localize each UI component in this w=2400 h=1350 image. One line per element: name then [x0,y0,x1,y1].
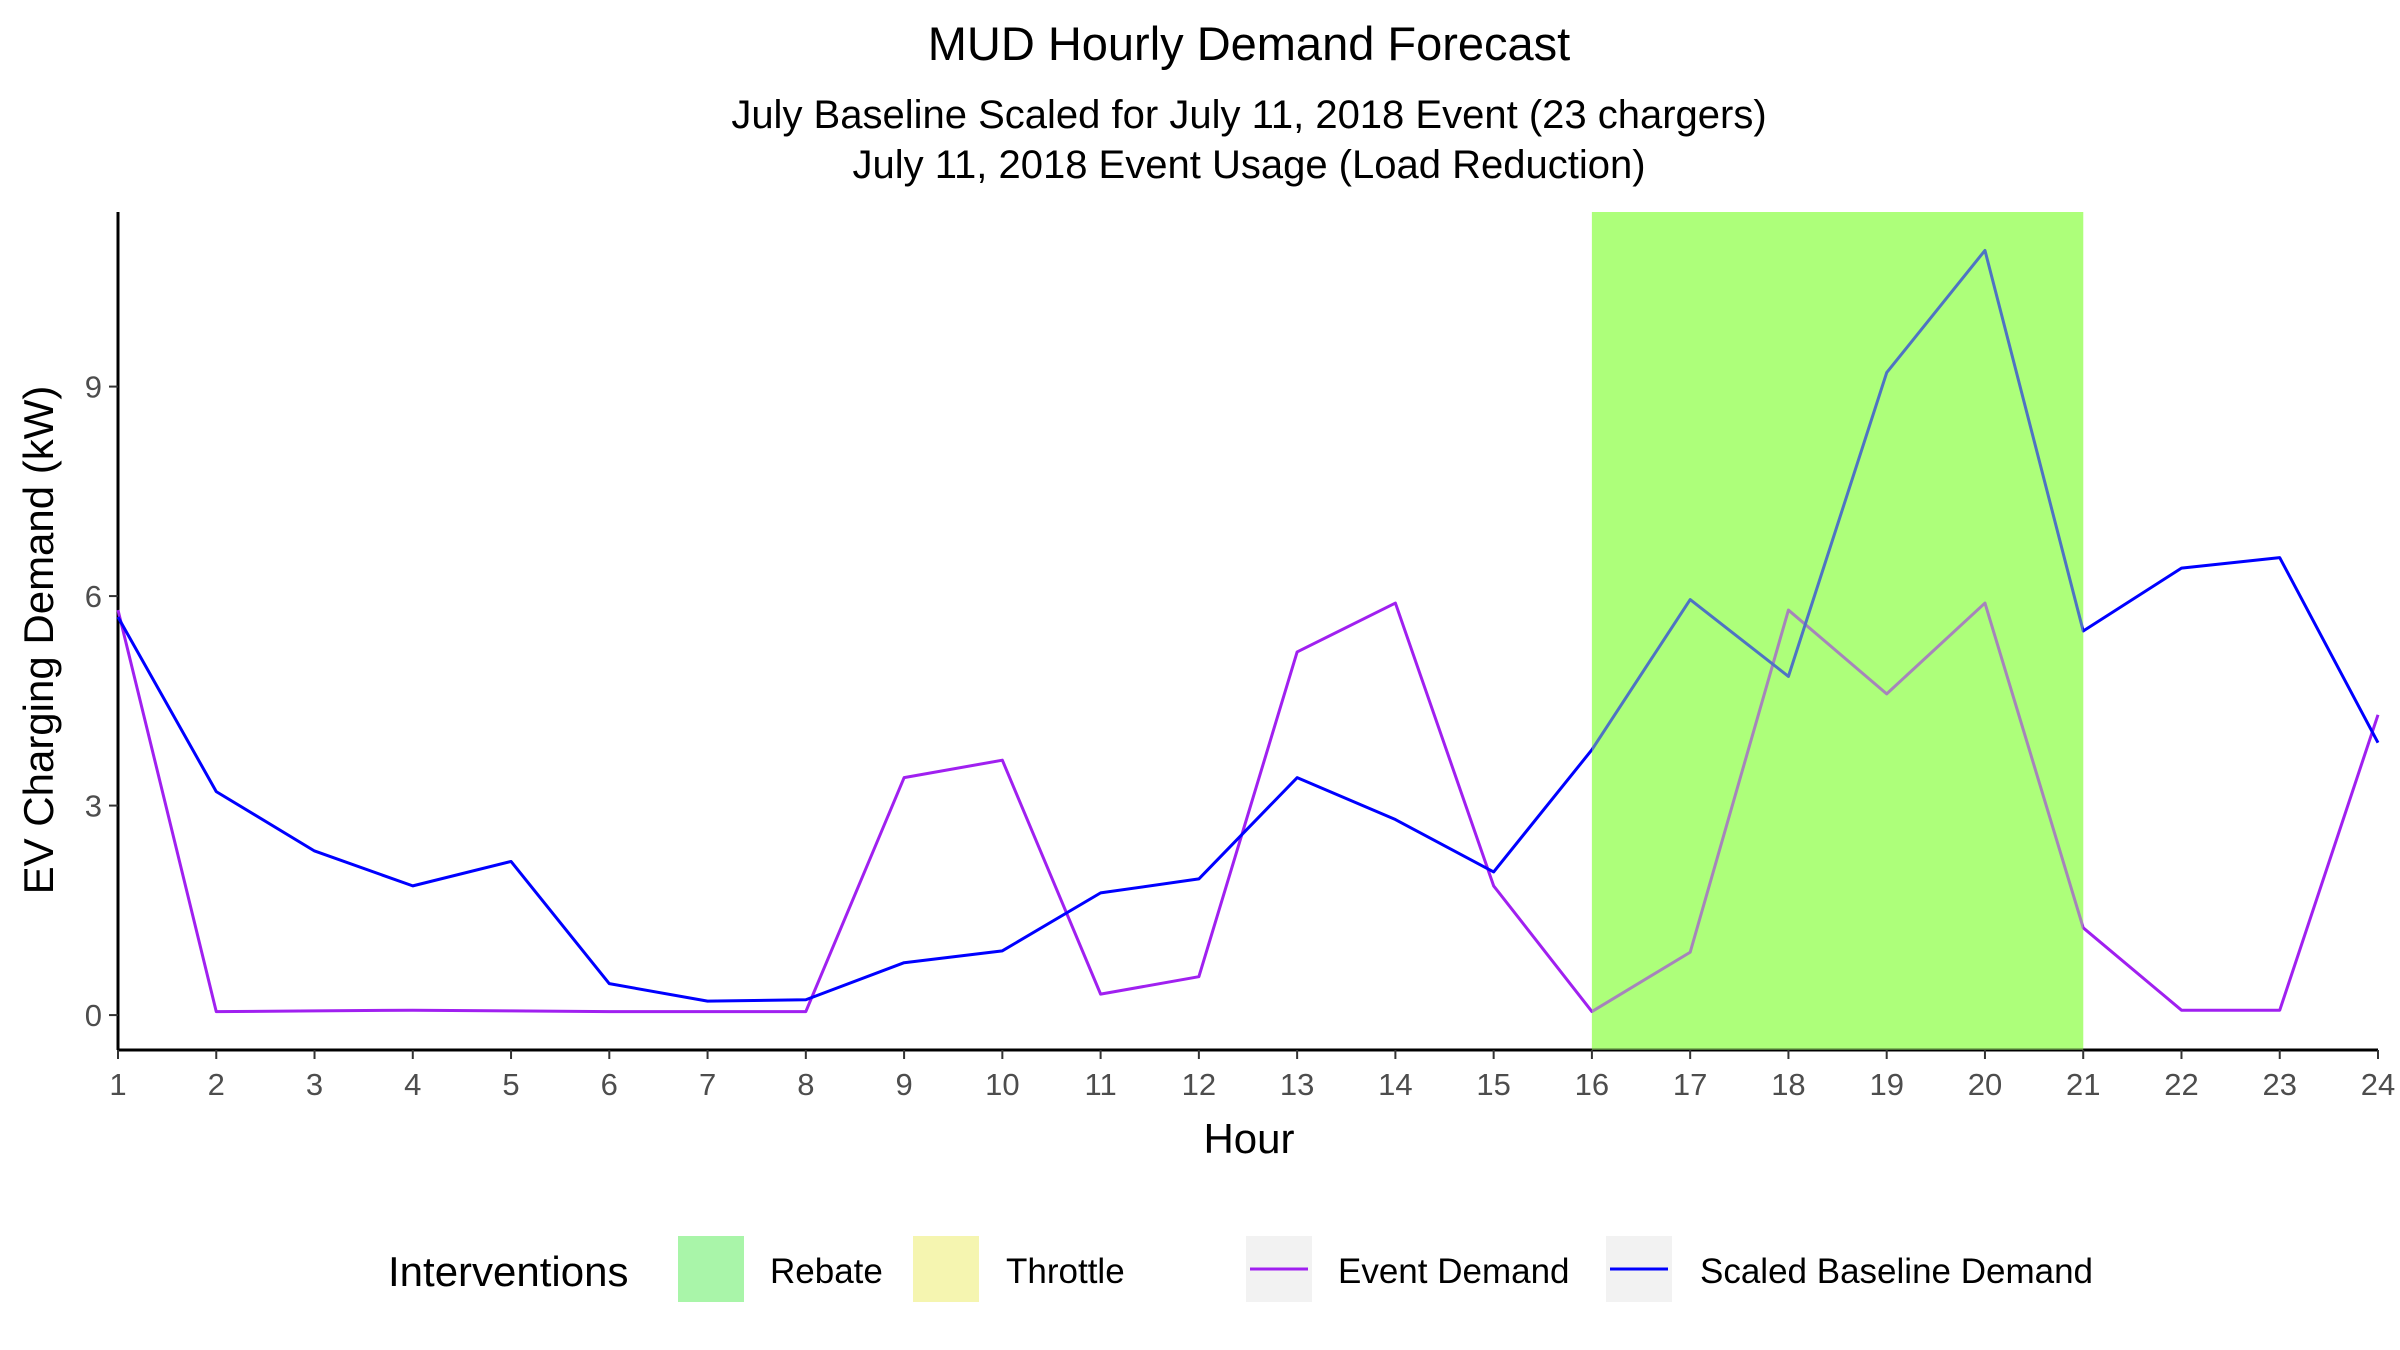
band-overlay-rebate [1591,212,2084,1050]
x-tick-label: 11 [1085,1067,1117,1102]
x-tick-label: 17 [1673,1067,1707,1102]
x-tick-label: 20 [1968,1067,2002,1102]
x-tick-label: 21 [2066,1067,2100,1102]
legend-title-interventions: Interventions [388,1248,628,1295]
chart-subtitle-line-2: July 11, 2018 Event Usage (Load Reductio… [852,143,1645,187]
x-tick-label: 19 [1869,1067,1903,1102]
x-tick-label: 8 [797,1067,814,1102]
x-tick-label: 4 [404,1067,421,1102]
legend-label-throttle: Throttle [1006,1252,1125,1291]
x-tick-label: 9 [895,1067,912,1102]
legend-label-event-demand: Event Demand [1338,1252,1570,1291]
x-axis-ticks: 1 2 3 4 5 6 7 8 9 10 11 12 13 14 15 16 17 18 19 20 21 22 23 24 [109,1050,2395,1102]
x-tick-label: 24 [2361,1067,2395,1102]
x-tick-label: 5 [502,1067,519,1102]
x-tick-label: 3 [306,1067,323,1102]
legend: Interventions Rebate Throttle Event Dema… [388,1236,2093,1302]
x-tick-label: 6 [601,1067,618,1102]
y-tick-label: 6 [85,579,102,614]
band-rebate [1591,212,2084,1050]
legend-label-scaled-baseline-demand: Scaled Baseline Demand [1700,1252,2093,1291]
legend-label-rebate: Rebate [770,1252,883,1291]
x-tick-label: 7 [699,1067,716,1102]
series-line-scaled-baseline-demand [116,248,2380,1003]
x-tick-label: 13 [1280,1067,1314,1102]
series-lines [116,212,2380,1050]
chart-title: MUD Hourly Demand Forecast [928,17,1571,70]
x-tick-label: 22 [2164,1067,2198,1102]
y-tick-label: 0 [85,998,102,1033]
x-tick-label: 16 [1575,1067,1609,1102]
x-axis-title: Hour [1203,1115,1294,1162]
intervention-bands [1591,212,2084,1050]
y-tick-label: 3 [85,789,102,824]
y-tick-label: 9 [85,370,102,405]
x-tick-label: 1 [109,1067,126,1102]
series-line-event-demand [116,601,2380,1014]
x-tick-label: 10 [985,1067,1019,1102]
y-axis-ticks: 0 3 6 9 [85,370,118,1033]
axes [116,212,2378,1052]
x-tick-label: 14 [1378,1067,1412,1102]
y-axis-title: EV Charging Demand (kW) [15,386,62,895]
x-tick-label: 12 [1182,1067,1216,1102]
legend-key-rebate [678,1236,744,1302]
chart-subtitle-line-1: July Baseline Scaled for July 11, 2018 E… [731,93,1766,137]
x-tick-label: 18 [1771,1067,1805,1102]
legend-key-throttle [913,1236,979,1302]
x-tick-label: 23 [2262,1067,2296,1102]
x-tick-label: 15 [1476,1067,1510,1102]
x-tick-label: 2 [208,1067,225,1102]
